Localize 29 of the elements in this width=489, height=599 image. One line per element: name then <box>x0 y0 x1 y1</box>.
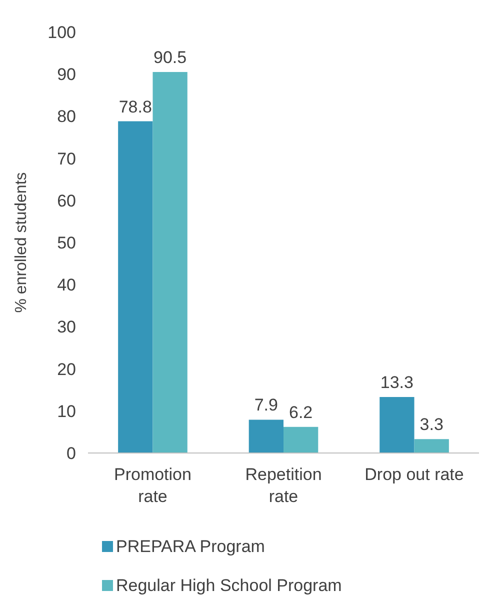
bar <box>248 420 284 453</box>
y-tick-label: 30 <box>57 318 76 337</box>
y-tick-label: 40 <box>57 276 76 295</box>
legend-label: Regular High School Program <box>116 576 342 595</box>
y-tick-label: 80 <box>57 107 76 126</box>
x-tick-label: Promotion rate <box>114 465 192 506</box>
data-label: 3.3 <box>420 415 444 434</box>
data-label: 6.2 <box>289 402 313 422</box>
y-tick-label: 90 <box>57 65 76 84</box>
legend-label: PREPARA Program <box>116 537 265 556</box>
bar <box>380 397 414 453</box>
y-tick-label: 50 <box>57 233 76 252</box>
y-tick-label: 100 <box>48 22 76 42</box>
data-label: 7.9 <box>254 396 278 415</box>
data-label: 78.8 <box>118 97 152 116</box>
x-tick-label: Drop out rate <box>364 465 464 484</box>
bar <box>118 121 153 453</box>
bar <box>152 72 188 453</box>
bar <box>414 439 449 453</box>
y-axis-title: % enrolled students <box>13 172 30 313</box>
bar <box>284 426 318 453</box>
y-tick-label: 10 <box>57 402 76 421</box>
data-label: 13.3 <box>380 373 414 392</box>
y-tick-label: 0 <box>66 444 76 463</box>
y-tick-label: 60 <box>57 191 76 210</box>
data-label: 90.5 <box>154 48 187 67</box>
y-tick-label: 20 <box>57 360 76 379</box>
x-tick-label: Repetition rate <box>245 465 322 506</box>
y-tick-label: 70 <box>57 149 76 168</box>
